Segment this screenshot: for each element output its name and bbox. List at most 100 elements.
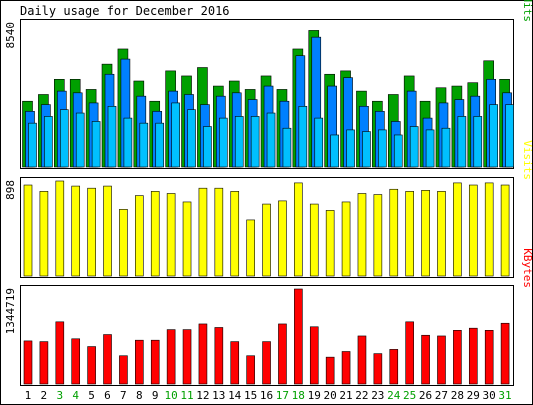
bar-kbytes-kbytes-day-20 [325, 356, 335, 385]
bar-visits-visits-day-15 [246, 219, 255, 277]
bar-visits-visits-day-8 [135, 195, 144, 277]
bar-traffic-pages-day-28 [457, 116, 467, 168]
day-label-17: 17 [276, 389, 289, 402]
bar-traffic-pages-day-22 [362, 131, 371, 168]
bar-kbytes-kbytes-day-9 [150, 339, 160, 385]
max-label-traffic: 8540 [4, 22, 17, 49]
x-axis-day-labels: 1 2 3 4 5 6 7 8 9 10 11 12 13 14 15 16 17 18 19 20 21 22 23 24 2… [25, 389, 512, 402]
day-label-13: 13 [212, 389, 225, 402]
bar-kbytes-kbytes-day-31 [500, 322, 510, 385]
bar-visits-visits-day-20 [325, 210, 335, 277]
max-label-visits: 898 [4, 180, 17, 200]
bar-traffic-pages-day-15 [250, 116, 260, 168]
bar-visits-visits-day-19 [309, 203, 319, 277]
bar-kbytes-kbytes-day-14 [230, 341, 240, 385]
bar-kbytes-kbytes-day-3 [55, 321, 65, 385]
panel-traffic: 8540 Pages/Files/Hits [4, 0, 533, 169]
day-label-26: 26 [419, 389, 432, 402]
bar-traffic-pages-day-19 [314, 117, 324, 168]
day-label-15: 15 [244, 389, 257, 402]
bar-visits-visits-day-12 [198, 187, 208, 277]
bar-visits-visits-day-27 [437, 191, 446, 277]
bar-visits-visits-day-11 [182, 201, 192, 277]
day-label-16: 16 [260, 389, 273, 402]
day-label-28: 28 [451, 389, 464, 402]
bar-visits-visits-day-26 [421, 190, 430, 277]
legend-kbytes: KBytes [521, 248, 533, 288]
bar-traffic-pages-day-11 [187, 109, 196, 168]
day-label-24: 24 [387, 389, 401, 402]
day-label-9: 9 [152, 389, 159, 402]
bar-traffic-pages-day-4 [75, 112, 85, 168]
bar-visits-visits-day-9 [150, 191, 160, 277]
day-label-19: 19 [308, 389, 321, 402]
bar-visits-visits-day-4 [71, 185, 81, 277]
bar-visits-visits-day-24 [389, 188, 399, 277]
bar-traffic-pages-day-31 [505, 104, 514, 168]
bar-kbytes-kbytes-day-18 [294, 288, 303, 385]
bar-traffic-pages-day-23 [378, 129, 387, 168]
day-label-30: 30 [483, 389, 496, 402]
legend-item-traffic-4: Hits [521, 0, 533, 22]
legend-item-visits-0: Visits [521, 140, 533, 180]
bar-visits-visits-day-25 [405, 191, 414, 277]
bar-traffic-pages-day-13 [219, 117, 228, 168]
bar-kbytes-kbytes-day-12 [198, 323, 208, 385]
bar-traffic-pages-day-29 [473, 116, 483, 168]
bar-kbytes-kbytes-day-19 [309, 326, 319, 385]
panel-kbytes: 1344719 KBytes [4, 248, 533, 386]
bar-kbytes-kbytes-day-25 [405, 321, 414, 385]
bar-kbytes-kbytes-day-21 [341, 351, 351, 385]
day-label-21: 21 [339, 389, 352, 402]
bar-kbytes-kbytes-day-30 [484, 330, 494, 385]
bar-kbytes-kbytes-day-28 [453, 330, 462, 385]
day-label-22: 22 [355, 389, 368, 402]
bar-visits-visits-day-7 [119, 209, 128, 277]
day-label-5: 5 [88, 389, 95, 402]
day-label-14: 14 [228, 389, 242, 402]
bar-visits-visits-day-16 [262, 203, 271, 277]
bar-traffic-pages-day-18 [298, 105, 308, 168]
day-label-27: 27 [435, 389, 448, 402]
day-label-2: 2 [41, 389, 48, 402]
bar-kbytes-kbytes-day-2 [39, 341, 49, 385]
bar-visits-visits-day-2 [39, 191, 49, 277]
bar-kbytes-kbytes-day-23 [373, 353, 383, 385]
bar-visits-visits-day-14 [230, 191, 240, 277]
bar-kbytes-kbytes-day-22 [357, 335, 367, 385]
day-label-20: 20 [323, 389, 336, 402]
bar-visits-visits-day-17 [278, 200, 287, 277]
legend-traffic: Pages/Files/Hits [521, 0, 533, 22]
bar-traffic-pages-day-14 [234, 116, 244, 168]
bar-traffic-pages-day-26 [425, 129, 435, 168]
bar-kbytes-kbytes-day-6 [103, 334, 112, 385]
bar-visits-visits-day-23 [373, 194, 383, 277]
bar-kbytes-kbytes-day-7 [119, 355, 128, 385]
day-label-6: 6 [104, 389, 111, 402]
bar-kbytes-kbytes-day-4 [71, 338, 81, 385]
bar-kbytes-kbytes-day-10 [166, 329, 176, 385]
legend-item-kbytes-0: KBytes [521, 248, 533, 288]
bar-visits-visits-day-28 [453, 182, 462, 277]
day-label-25: 25 [403, 389, 416, 402]
bar-kbytes-kbytes-day-24 [389, 349, 399, 385]
bar-traffic-pages-day-10 [171, 102, 180, 168]
bar-kbytes-kbytes-day-11 [182, 329, 192, 385]
bar-visits-visits-day-30 [484, 182, 494, 277]
bar-visits-visits-day-31 [500, 184, 510, 277]
bar-visits-visits-day-29 [468, 184, 478, 277]
bar-kbytes-kbytes-day-26 [421, 334, 430, 385]
bar-visits-visits-day-1 [23, 184, 33, 277]
bar-visits-visits-day-6 [103, 185, 112, 277]
bar-visits-visits-day-3 [55, 180, 65, 277]
day-label-1: 1 [25, 389, 32, 402]
bar-traffic-pages-day-21 [346, 129, 355, 168]
legend-visits: Visits [521, 140, 533, 180]
bar-kbytes-kbytes-day-16 [262, 341, 271, 385]
bar-kbytes-kbytes-day-1 [23, 340, 33, 385]
bar-traffic-pages-day-12 [203, 126, 212, 168]
bar-traffic-pages-day-3 [60, 109, 69, 168]
chart-panels: 8540 Pages/Files/Hits 898 Visits 1344719 KByt… [4, 0, 533, 386]
bar-traffic-pages-day-16 [266, 112, 276, 168]
